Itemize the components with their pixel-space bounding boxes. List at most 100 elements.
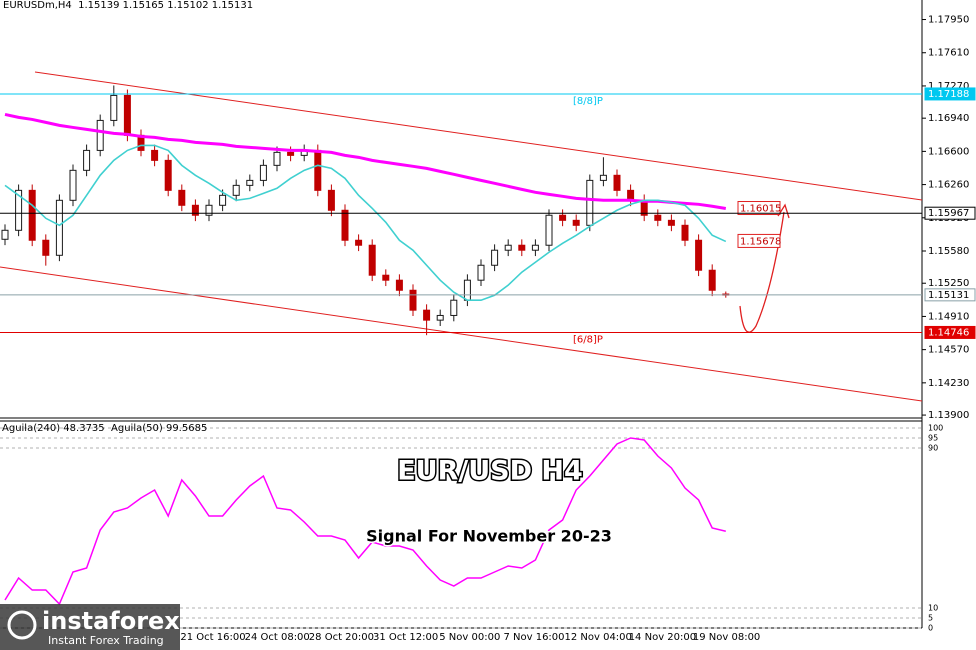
candle-body	[368, 244, 376, 276]
candle-body	[518, 244, 526, 251]
y-tick-label: 1.14570	[928, 345, 969, 356]
y-tick-label: 1.17270	[928, 81, 969, 92]
watermark-tagline: Instant Forex Trading	[48, 634, 164, 647]
candle-body	[559, 214, 567, 221]
candle-body	[314, 149, 322, 191]
overlay-subtitle: Signal For November 20-23	[366, 527, 612, 546]
candle-body	[586, 179, 594, 226]
candle-body	[613, 174, 621, 191]
candle-body	[382, 274, 390, 281]
candle-body	[531, 244, 539, 251]
candle-body	[463, 279, 471, 301]
y-tick-label: 1.17610	[928, 48, 969, 59]
indicator-name: Aguila(50)	[111, 423, 163, 434]
level-label-box	[924, 206, 976, 220]
candle-body	[681, 224, 689, 241]
candle-body	[504, 244, 512, 251]
moving-average	[4, 112, 727, 210]
candle-body	[15, 189, 23, 231]
candle-body	[83, 149, 91, 171]
y-tick-label: 0	[928, 624, 933, 633]
channel-upper	[34, 71, 923, 201]
candle-body	[259, 164, 267, 181]
x-tick-label: 14 Nov 20:00	[629, 632, 696, 643]
y-tick-label: 1.14230	[928, 378, 969, 389]
candle-body	[164, 159, 172, 191]
y-tick-label: 1.15580	[928, 246, 969, 257]
candle-body	[178, 189, 186, 206]
indicator-header: Aguila(240) 48.3735 Aguila(50) 99.5685	[2, 423, 207, 434]
candle-body	[110, 94, 118, 121]
ma-label: 1.15678	[740, 236, 781, 247]
candle-body	[708, 269, 716, 291]
candle-body	[341, 209, 349, 241]
candle-body	[423, 309, 431, 321]
level-label: 1.15967	[928, 208, 969, 219]
candle-body	[572, 219, 580, 226]
y-tick-label: 95	[928, 434, 938, 443]
indicator-value: 48.3735	[63, 423, 105, 434]
header-low: 1.15102	[167, 0, 209, 11]
level-label-box	[924, 288, 976, 302]
x-tick-label: 21 Oct 16:00	[180, 632, 245, 643]
ma-label-box	[737, 233, 781, 248]
level-label-box	[924, 87, 976, 101]
level-tag: [8/8]P	[573, 96, 603, 107]
y-tick-label: 1.16600	[928, 146, 969, 157]
y-tick-label: 1.16260	[928, 180, 969, 191]
symbol-header: EURUSDm,H4 1.15139 1.15165 1.15102 1.151…	[3, 0, 253, 11]
candle-body	[599, 174, 607, 181]
candle-body	[69, 169, 77, 201]
level-tag: [6/8]P	[573, 334, 603, 345]
header-open: 1.15139	[78, 0, 120, 11]
level-label-box	[924, 325, 976, 339]
moving-average	[4, 144, 727, 302]
candle-body	[355, 239, 363, 246]
candle-body	[1, 229, 9, 240]
x-tick-label: 28 Oct 20:00	[309, 632, 374, 643]
overlay-title: EUR/USD H4	[397, 456, 583, 487]
candle-body	[232, 184, 240, 196]
symbol: EURUSDm,H4	[3, 0, 72, 11]
candle-body	[409, 289, 417, 311]
y-tick-label: 1.16940	[928, 113, 969, 124]
channel-lower	[0, 266, 923, 402]
candle-body	[654, 214, 662, 221]
y-tick-label: 90	[928, 444, 938, 453]
header-close: 1.15131	[211, 0, 254, 11]
y-tick-label: 100	[928, 424, 943, 433]
candle-body	[191, 204, 199, 216]
level-label: 1.17188	[928, 89, 969, 100]
ma-label-box	[737, 201, 781, 216]
candle-body	[151, 149, 159, 161]
indicator-value: 99.5685	[165, 423, 208, 434]
ma-label: 1.16015	[740, 204, 781, 215]
watermark-brand: instaforex	[42, 607, 180, 635]
candle-body	[28, 189, 36, 241]
watermark-logo	[7, 610, 37, 640]
y-tick-label: 1.15250	[928, 278, 969, 289]
candle-body	[205, 204, 213, 216]
candle-body	[545, 214, 553, 246]
candle-body	[491, 249, 499, 266]
candle-body	[287, 151, 295, 156]
y-tick-label: 1.13900	[928, 410, 969, 421]
level-label: 1.14746	[928, 327, 969, 338]
level-label: 1.15131	[928, 290, 969, 301]
forecast-arrow	[739, 211, 785, 333]
candle-body	[327, 189, 335, 211]
candle-body	[695, 239, 703, 271]
candle-body	[219, 194, 227, 206]
watermark-bg	[0, 604, 180, 650]
candle-body	[273, 151, 281, 166]
candle-body	[667, 219, 675, 226]
x-tick-label: 12 Nov 04:00	[564, 632, 631, 643]
candle-body	[42, 239, 50, 256]
candle-body	[436, 314, 444, 321]
x-tick-label: 19 Nov 08:00	[693, 632, 760, 643]
candle-body	[55, 199, 63, 256]
x-tick-label: 31 Oct 12:00	[373, 632, 438, 643]
candle-body	[450, 299, 458, 316]
